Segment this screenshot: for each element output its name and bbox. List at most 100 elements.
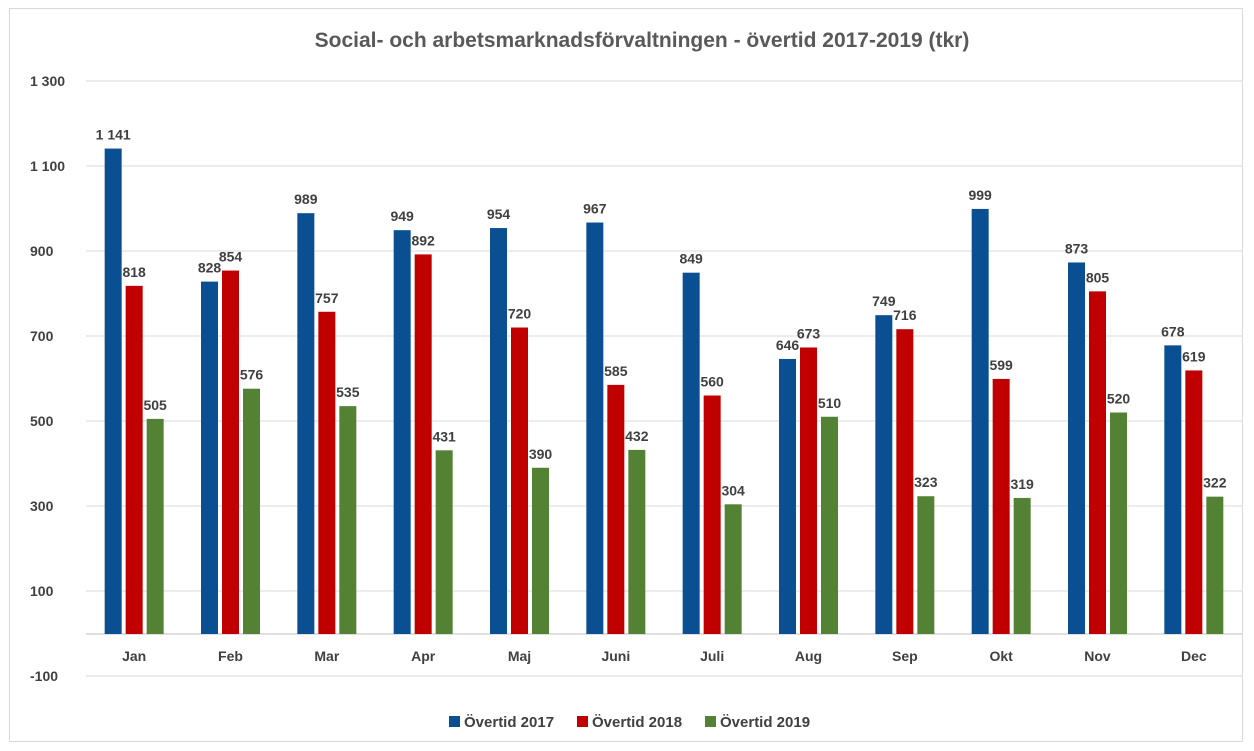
data-label: 431 [432,428,456,444]
data-label: 510 [818,395,842,411]
data-label: 505 [143,397,167,413]
bar-övertid-2018-jan [125,285,143,634]
data-label: 818 [122,264,146,280]
data-label: 892 [411,232,435,248]
bar-övertid-2017-maj [490,228,507,635]
chart-title: Social- och arbetsmarknadsförvaltningen … [315,29,970,52]
bar-övertid-2019-mar [339,406,357,634]
y-tick-label: 300 [30,498,54,514]
data-label: 535 [336,384,360,400]
bar-övertid-2019-aug [821,416,838,634]
y-tick-label: 700 [30,328,54,344]
bar-övertid-2018-maj [511,327,528,634]
x-category-label: Aug [795,648,822,664]
data-label: 520 [1107,391,1131,407]
bar-övertid-2018-nov [1089,291,1106,634]
data-label: 757 [315,290,339,306]
bar-övertid-2017-apr [393,230,411,635]
bar-övertid-2017-sep [875,315,893,634]
data-label: 849 [679,251,703,267]
bars [104,148,1224,635]
data-label: 390 [529,446,553,462]
bar-övertid-2019-okt [1013,497,1031,634]
y-tick-label: 1 300 [30,73,65,89]
bar-övertid-2018-apr [414,254,432,634]
data-label: 749 [872,293,896,309]
y-tick-label: 500 [30,413,54,429]
data-label: 304 [721,482,745,498]
x-category-label: Mar [314,648,339,664]
data-label: 560 [700,374,724,390]
data-label: 828 [198,260,222,276]
y-tick-label: 100 [30,583,54,599]
bar-övertid-2019-maj [532,467,549,634]
bar-övertid-2019-nov [1110,412,1127,634]
bar-övertid-2018-sep [896,329,914,634]
bar-övertid-2019-dec [1206,496,1224,634]
legend-label: Övertid 2018 [592,714,682,731]
data-label: 720 [508,306,532,322]
x-category-label: Nov [1084,648,1111,664]
bar-övertid-2017-feb [201,281,218,634]
bar-övertid-2017-juni [586,222,604,634]
data-label: 989 [294,191,318,207]
data-label: 323 [914,474,938,490]
bar-övertid-2017-okt [971,208,989,635]
bar-övertid-2017-mar [297,213,315,635]
bar-övertid-2017-jan [104,148,122,634]
legend-swatch [449,716,460,727]
bar-övertid-2019-sep [917,496,935,634]
x-category-label: Sep [892,648,918,664]
x-category-label: Feb [218,648,243,664]
y-axis-ticks: 1 300 1 100 900 700 500 300 100 -100 [30,73,65,684]
data-label: 716 [893,307,917,323]
data-label: 432 [625,428,649,444]
bar-övertid-2019-feb [243,388,260,634]
data-label: 949 [390,208,414,224]
data-label: 619 [1182,348,1206,364]
x-category-label: Juni [601,648,630,664]
data-label: 854 [219,249,243,265]
data-label: 1 141 [96,127,131,143]
legend: Övertid 2017 Övertid 2018 Övertid 2019 [449,714,810,731]
data-label: 319 [1010,476,1034,492]
x-category-label: Okt [989,648,1013,664]
bar-övertid-2018-mar [318,311,336,634]
data-label: 576 [240,367,264,383]
x-category-label: Jan [122,648,146,664]
data-label: 967 [583,201,607,217]
bar-övertid-2018-aug [800,347,817,634]
data-label: 678 [1161,323,1185,339]
bar-övertid-2018-feb [222,270,239,634]
x-category-label: Apr [411,648,436,664]
x-category-label: Maj [508,648,531,664]
x-axis-categories: Jan Feb Mar Apr Maj Juni Juli Aug Sep Okt Nov Dec [122,648,1207,664]
y-tick-label: 1 100 [30,158,65,174]
bar-övertid-2018-juli [703,395,721,634]
bar-övertid-2017-nov [1068,262,1085,634]
bar-övertid-2017-juli [682,272,700,634]
x-category-label: Juli [700,648,724,664]
data-label: 599 [989,357,1013,373]
legend-swatch [705,716,716,727]
x-category-label: Dec [1181,648,1207,664]
data-label: 646 [776,337,800,353]
data-label: 873 [1065,240,1089,256]
y-tick-label: -100 [30,668,58,684]
data-label: 322 [1203,475,1227,491]
bar-övertid-2018-okt [992,378,1010,634]
bar-övertid-2018-juni [607,384,625,634]
data-label: 805 [1086,269,1110,285]
bar-övertid-2019-jan [146,418,164,634]
bar-övertid-2019-juni [628,449,646,634]
y-tick-label: 900 [30,243,54,259]
gridlines [86,80,1242,677]
data-label: 673 [797,325,821,341]
bar-chart: Social- och arbetsmarknadsförvaltningen … [30,29,1242,731]
data-label: 585 [604,363,628,379]
data-label: 999 [968,187,992,203]
bar-övertid-2017-aug [779,358,796,634]
chart-area: Social- och arbetsmarknadsförvaltningen … [9,8,1243,742]
legend-swatch [577,716,588,727]
